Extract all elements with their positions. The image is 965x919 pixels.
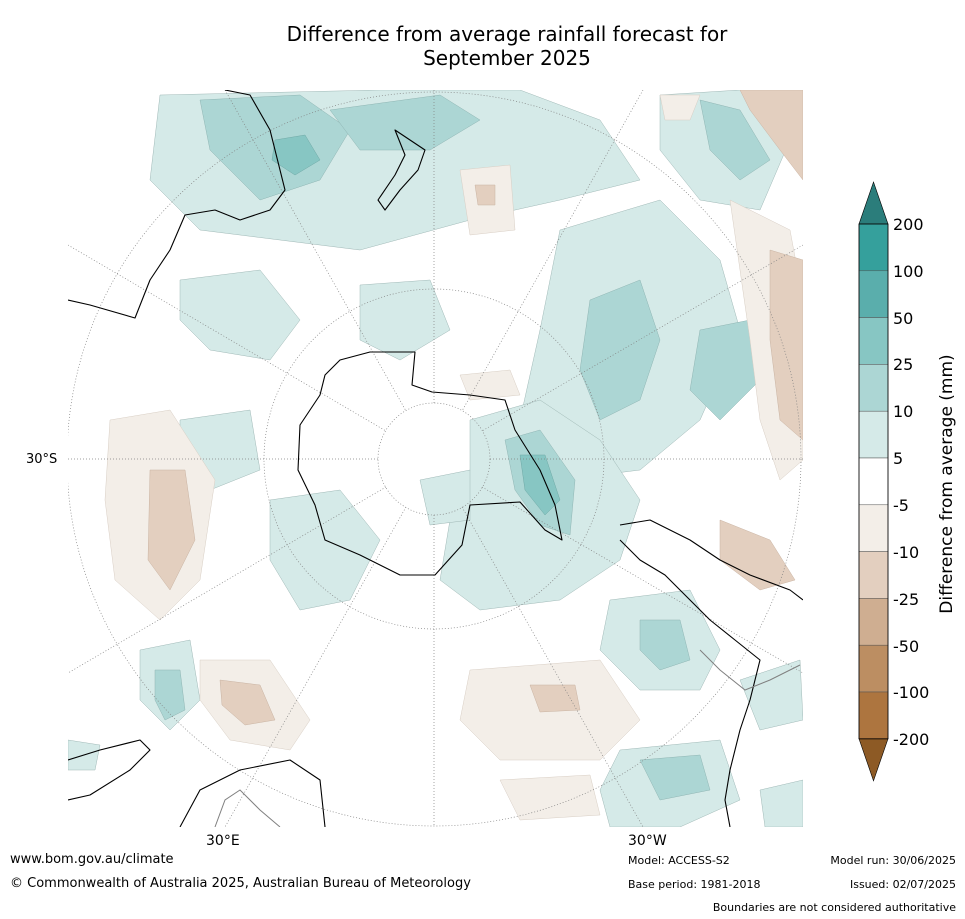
anomaly-patch [689,319,761,421]
anomaly-patch [329,94,481,151]
longitude-label-30e: 30°E [206,833,240,849]
colorbar-bin [858,504,889,552]
antarctica-coastline [297,351,563,576]
anomaly-patch [359,279,451,361]
south-america-coastline [619,519,803,601]
coastlines [68,90,803,827]
boundaries-disclaimer: Boundaries are not considered authoritat… [712,901,956,914]
model-run-date: Model run: 30/06/2025 [830,854,956,867]
colorbar-bin [858,317,889,365]
australia-coastline [68,90,286,319]
issued-date: Issued: 02/07/2025 [849,878,956,891]
anomaly-patch [474,184,496,206]
colorbar-frame [858,223,889,740]
meridian-line [461,506,644,827]
meridian-line [481,244,803,432]
map-title-line-2: September 2025 [423,46,591,70]
anomaly-patch [147,469,196,591]
colorbar-bin [858,270,889,318]
model-name: Model: ACCESS-S2 [628,854,730,867]
colorbar-tick-label: 25 [893,355,914,374]
anomaly-patch [759,779,803,827]
anomaly-patch [659,94,701,121]
map-area [68,90,803,827]
anomaly-patch [271,134,321,176]
colorbar-tick-label: 50 [893,309,914,328]
anomaly-patch [499,774,601,821]
colorbar-tick-label: -25 [893,590,920,609]
colorbar-bin [858,364,889,412]
anomaly-patch [219,679,276,726]
colorbar-extend-min [858,738,889,782]
country-borders [214,649,801,827]
colorbar-tick-label: 100 [893,262,924,281]
longitude-label-30w: 30°W [628,833,667,849]
colorbar-tick-label: 200 [893,215,924,234]
anomaly-patch [269,489,381,611]
colorbar-tick-label: -5 [893,496,909,515]
anomaly-patch [419,469,471,526]
copyright-text: © Commonwealth of Australia 2025, Austra… [10,876,471,891]
map-title: Difference from average rainfall forecas… [160,22,854,70]
colorbar-bin [858,644,889,693]
anomaly-patch [154,669,186,721]
anomaly-patch [579,279,661,421]
anomaly-patch [519,454,561,516]
colorbar-tick-label: -100 [893,683,930,702]
wetter-than-average-areas [68,90,803,827]
colorbar-tick-label: 10 [893,402,914,421]
colorbar-bin [858,457,889,506]
anomaly-patch [639,754,711,801]
border-line [214,789,281,827]
colorbar-tick-label: 5 [893,449,904,468]
colorbar-tick-label: -10 [893,543,920,562]
colorbar-bin [858,410,889,459]
colorbar-bin [858,691,889,740]
colorbar-bin [858,598,889,646]
border-line [699,649,801,691]
madagascar-coastline [68,739,151,801]
meridian-line [481,486,803,674]
new-zealand-coastline [377,129,426,211]
south-america-coastline [619,539,761,827]
colorbar-tick-label: -200 [893,730,930,749]
colorbar-tick-label: -50 [893,637,920,656]
colorbar-title: Difference from average (mm) [937,354,957,614]
africa-coastline [179,759,326,827]
anomaly-patch [179,269,301,361]
colorbar [858,181,889,782]
latitude-circle [68,91,802,827]
meridian-line [224,506,407,827]
anomaly-patch [639,619,691,671]
website-url: www.bom.gov.au/climate [10,852,174,867]
colorbar-extend-max [858,181,889,225]
anomaly-patch [529,684,581,713]
anomaly-patch [699,99,771,181]
base-period: Base period: 1981-2018 [628,878,761,891]
graticule [68,90,803,827]
colorbar-bin [858,551,889,599]
colorbar-bin [858,223,889,272]
anomaly-patch [459,369,521,401]
anomaly-patch [739,90,803,181]
latitude-label-30s: 30°S [26,452,58,467]
map-title-line-1: Difference from average rainfall forecas… [286,22,728,46]
